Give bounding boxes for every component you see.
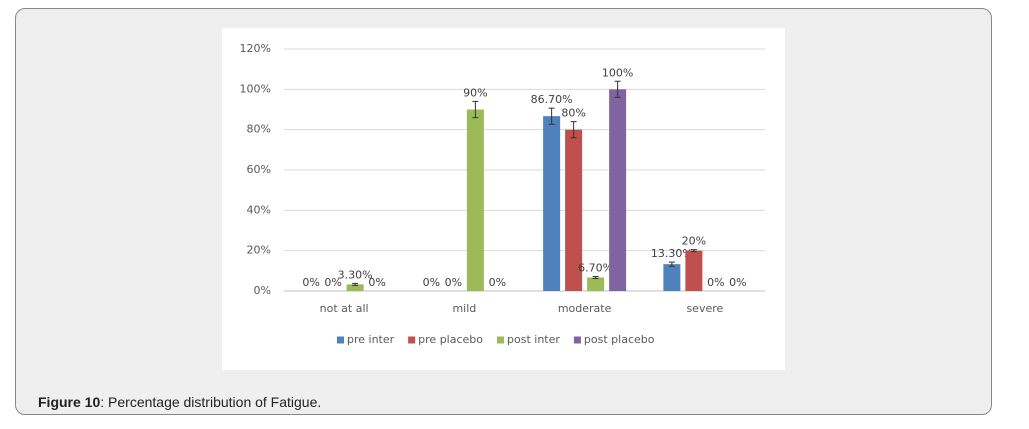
error-bar [548, 107, 555, 125]
y-tick-label: 0% [254, 284, 271, 297]
bar [543, 116, 561, 291]
data-label: 20% [682, 235, 706, 248]
data-label: 0% [489, 276, 506, 289]
bar [663, 264, 681, 291]
bar [609, 89, 627, 291]
error-bar [570, 121, 577, 139]
y-tick-label: 100% [240, 82, 271, 95]
data-label: 0% [302, 276, 319, 289]
data-label: 86.70% [531, 93, 573, 106]
legend-label: pre placebo [418, 333, 483, 346]
bar [587, 277, 605, 291]
legend-label: post placebo [584, 333, 655, 346]
data-label: 0% [445, 276, 462, 289]
data-label: 13.30% [651, 247, 693, 260]
data-label: 3.30% [338, 268, 373, 281]
caption-text: : Percentage distribution of Fatigue. [100, 394, 322, 410]
data-label: 0% [729, 276, 746, 289]
x-tick-label: mild [452, 302, 476, 315]
error-bar [614, 80, 621, 98]
data-label: 80% [561, 107, 585, 120]
legend-swatch [573, 336, 581, 344]
data-label: 6.70% [578, 261, 613, 274]
bar [466, 109, 484, 291]
data-label: 0% [368, 276, 385, 289]
y-tick-label: 80% [247, 123, 271, 136]
bar [685, 250, 703, 291]
bar [565, 129, 583, 291]
error-bar [352, 282, 359, 286]
bar [346, 284, 364, 291]
data-label: 0% [423, 276, 440, 289]
legend-label: post inter [507, 333, 560, 346]
caption: Figure 10: Percentage distribution of Fa… [38, 394, 321, 410]
error-bar [690, 249, 697, 253]
error-bar [668, 261, 675, 267]
x-tick-label: severe [686, 302, 723, 315]
data-label: 100% [602, 66, 633, 79]
legend-label: pre inter [347, 333, 395, 346]
legend-swatch [337, 336, 344, 344]
data-label: 90% [463, 86, 487, 99]
x-tick-label: not at all [320, 302, 369, 315]
y-tick-label: 20% [247, 244, 271, 257]
error-bar [472, 100, 479, 119]
error-bar [592, 275, 599, 279]
x-tick-label: moderate [558, 302, 612, 315]
y-tick-label: 60% [247, 163, 271, 176]
legend-swatch [497, 336, 505, 344]
caption-label: Figure 10 [38, 394, 101, 410]
data-label: 0% [707, 276, 724, 289]
data-label: 0% [324, 276, 341, 289]
legend-swatch [408, 336, 416, 344]
y-tick-label: 40% [247, 203, 271, 216]
y-tick-label: 120% [240, 42, 271, 55]
